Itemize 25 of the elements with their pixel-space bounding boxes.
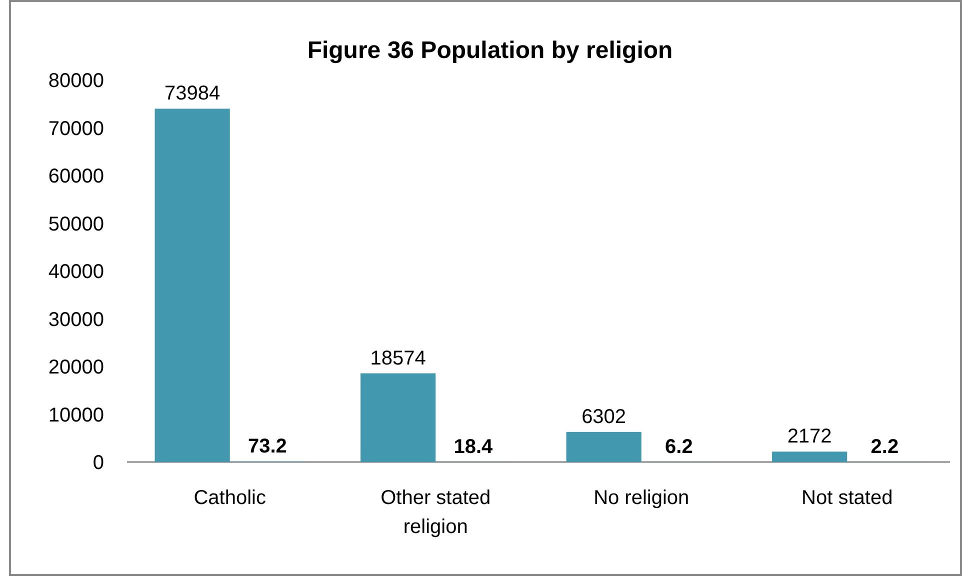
- data-label: 2172: [787, 426, 832, 448]
- y-tick-label: 30000: [48, 308, 104, 331]
- x-tick-label: Catholic: [194, 487, 266, 509]
- y-tick-label: 0: [92, 452, 104, 474]
- y-tick-label: 60000: [48, 166, 104, 188]
- x-tick-label: No religion: [594, 487, 690, 509]
- y-tick-label: 80000: [48, 70, 104, 92]
- data-label: 73984: [164, 82, 220, 105]
- y-tick-label: 20000: [48, 356, 104, 378]
- y-tick-label: 50000: [48, 213, 104, 236]
- data-label: 18574: [370, 347, 426, 370]
- data-label: 6.2: [665, 436, 693, 458]
- data-label: 2.2: [870, 436, 899, 458]
- bar: [772, 452, 848, 462]
- y-tick-label: 40000: [48, 261, 104, 283]
- y-tick-label: 70000: [48, 118, 104, 140]
- y-tick-label: 10000: [48, 404, 104, 426]
- data-label: 73.2: [248, 436, 287, 458]
- data-label: 6302: [582, 406, 626, 428]
- bar: [566, 432, 642, 462]
- bar: [360, 373, 436, 462]
- x-tick-label: Not stated: [802, 487, 893, 509]
- data-label: 18.4: [454, 436, 494, 458]
- x-tick-label: Other stated religion: [380, 487, 491, 538]
- chart-title: Figure 36 Population by religion: [307, 37, 673, 64]
